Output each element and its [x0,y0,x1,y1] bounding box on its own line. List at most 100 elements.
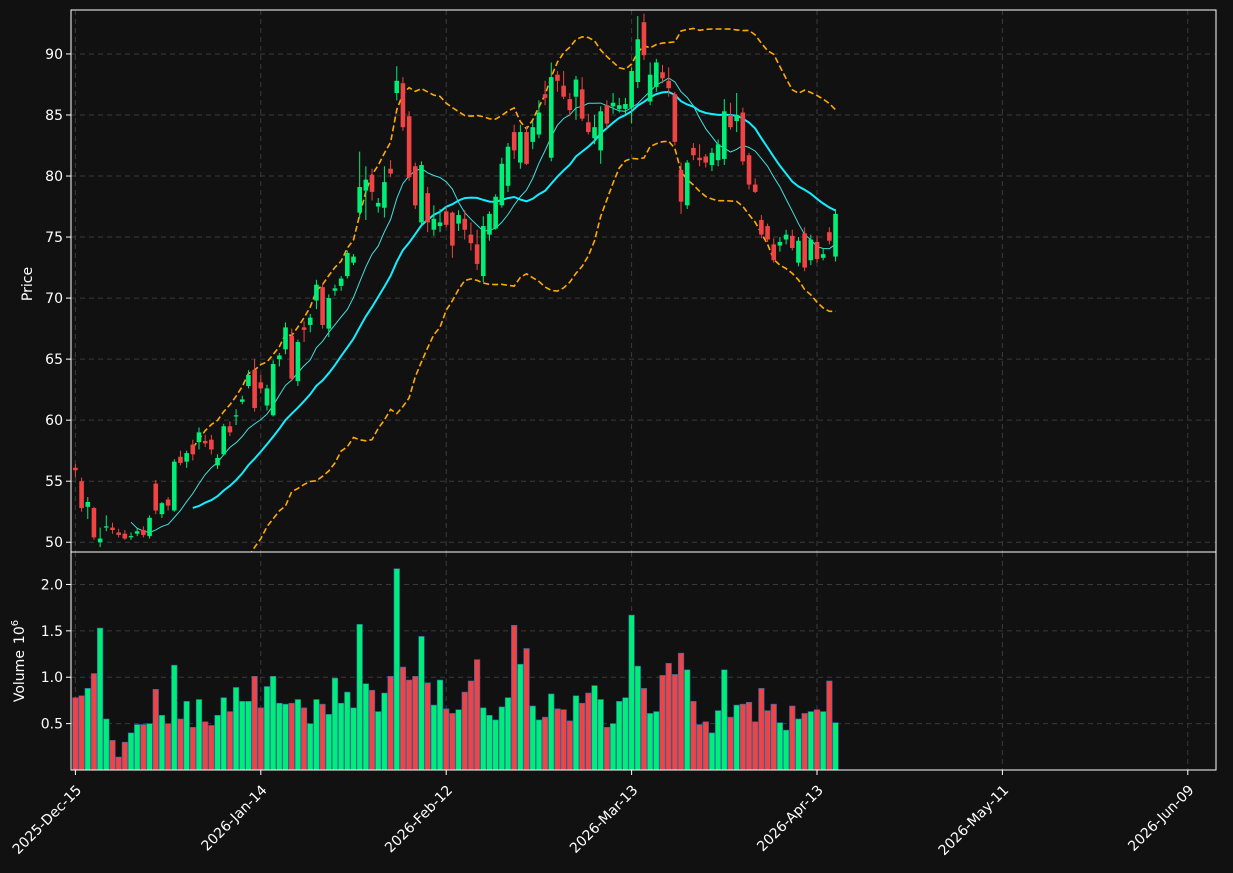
candle-up [623,103,628,109]
candle-down [511,132,517,151]
volume-bar [257,707,264,771]
candle-down [759,219,764,235]
volume-bar [566,720,573,771]
volume-bar [165,723,172,771]
candle-up [326,298,332,329]
volume-bar [418,636,425,771]
volume-bar [183,701,190,771]
candle-down [728,114,733,128]
volume-bar [826,680,833,771]
candle-up [215,458,220,466]
candle-up [796,240,801,263]
candle-down [586,122,591,133]
volume-bar [356,624,363,771]
candle-down [190,444,196,455]
candle-down [116,532,121,535]
volume-bar [832,722,839,771]
candle-down [771,244,777,261]
candle-down [202,440,208,444]
volume-axis-scale-base: 10 [12,626,28,644]
price-tick-label: 55 [45,474,63,490]
volume-bar [634,665,641,771]
volume-bar [115,756,122,771]
volume-bar [783,729,790,771]
candle-up [85,501,91,507]
volume-bar [492,719,499,771]
volume-bar [152,688,159,771]
price-tick-label: 85 [45,108,63,124]
candle-up [722,111,727,159]
candle-down [369,174,375,192]
candle-up [820,254,826,258]
candle-up [283,327,288,350]
candle-down [450,212,455,246]
volume-axis-label-text: Volume [12,650,28,702]
candle-up [382,182,387,208]
candle-up [239,399,245,402]
candle-up [307,317,313,325]
volume-bar [313,699,320,771]
candle-down [178,456,183,463]
candle-down [443,211,449,225]
candle-down [209,439,214,450]
volume-bar [535,719,542,771]
volume-bar [665,663,672,771]
volume-bar [338,702,345,771]
volume-bar [541,716,549,771]
volume-bar [424,682,431,771]
volume-panel-frame [70,551,1217,771]
volume-bar [591,685,598,771]
volume-bar [307,723,314,771]
candle-up [184,453,189,462]
candle-up [338,278,344,286]
volume-bar [776,722,784,771]
candle-down [814,241,820,260]
candle-down [752,184,758,192]
price-tick-label: 90 [45,47,63,63]
candle-down [110,527,115,531]
volume-bars [72,568,839,771]
candle-up [419,165,424,223]
volume-tick-label: 1.0 [41,670,63,686]
volume-bar [517,663,524,771]
volume-bar [609,723,617,771]
candle-down [555,74,560,81]
volume-bar [696,724,703,771]
candle-up [128,536,134,538]
candle-up [221,426,227,455]
candle-up [171,461,177,511]
volume-bar [572,695,580,771]
candle-up [499,163,505,206]
volume-bar [406,679,413,771]
candle-up [654,62,659,87]
volume-bar [752,721,759,771]
candle-up [332,288,338,291]
candle-up [264,388,270,406]
volume-bar [647,713,654,771]
volume-bar [443,708,450,771]
price-tick-label: 50 [45,535,63,551]
volume-bar [245,701,252,771]
candle-up [97,538,103,543]
volume-bar [90,673,98,771]
volume-bar [263,686,271,771]
candle-down [227,426,233,433]
volume-y-ticks: 0.5 1.0 1.5 2.0 [41,577,71,733]
volume-bar [140,724,147,771]
price-axis-label: Price [20,267,36,301]
volume-bar [770,703,777,771]
candle-down [678,169,684,202]
candle-up [833,213,838,257]
candle-up [616,105,622,109]
candle-up [530,127,536,142]
candle-up [159,503,165,515]
price-tick-label: 70 [45,291,63,307]
candle-down [789,235,795,249]
volume-bar [78,695,85,771]
candle-up [808,239,814,261]
candle-down [740,112,746,162]
volume-tick-label: 2.0 [41,577,63,593]
volume-axis-label: Volume 106 [10,620,28,702]
candle-up [715,144,721,161]
